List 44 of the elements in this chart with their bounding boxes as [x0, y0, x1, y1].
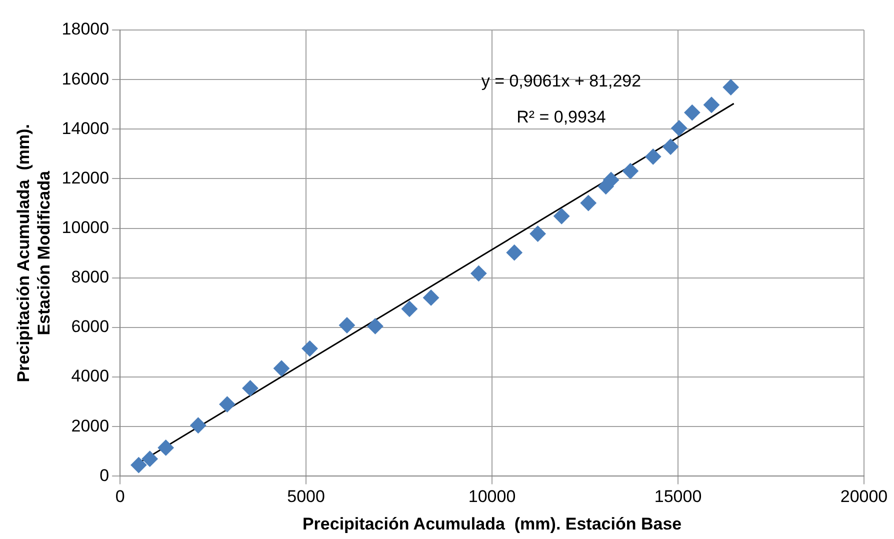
- point: [622, 163, 638, 180]
- y-tick-label: 6000: [71, 317, 110, 336]
- point: [242, 380, 258, 396]
- point: [684, 104, 700, 121]
- y-tick-label: 8000: [71, 268, 110, 287]
- point: [580, 195, 596, 212]
- point: [703, 96, 720, 113]
- point: [142, 450, 158, 467]
- point: [401, 300, 418, 317]
- x-tick-label: 20000: [840, 487, 888, 506]
- y-tick-label: 2000: [71, 416, 110, 436]
- point: [130, 457, 147, 474]
- point: [302, 340, 318, 357]
- x-tick-label: 0: [115, 487, 125, 506]
- x-tick-label: 10000: [468, 487, 516, 506]
- point: [506, 244, 522, 261]
- y-tick-label: 0: [100, 466, 110, 485]
- point: [554, 208, 570, 224]
- x-tick-label: 5000: [287, 487, 325, 506]
- y-tick-label: 14000: [62, 118, 110, 138]
- point: [158, 440, 174, 456]
- y-tick-label: 10000: [62, 218, 110, 237]
- point: [603, 172, 620, 188]
- y-tick-label: 18000: [62, 20, 110, 39]
- point: [367, 318, 384, 334]
- point: [530, 226, 546, 242]
- point: [671, 120, 688, 136]
- x-axis-title: Precipitación Acumulada (mm). Estación Base: [302, 514, 682, 534]
- y-tick-label: 12000: [62, 168, 110, 188]
- point: [338, 317, 355, 334]
- point: [470, 265, 487, 282]
- point: [274, 360, 290, 376]
- point: [190, 417, 206, 434]
- y-tick-label: 4000: [71, 366, 110, 386]
- point: [219, 396, 236, 412]
- x-tick-label: 15000: [654, 487, 702, 506]
- y-axis-title: Precipitación Acumulada (mm). Estación Modificada: [14, 124, 54, 382]
- annotation: R² = 0,9934: [516, 108, 606, 127]
- annotation: y = 0,9061x + 81,292: [481, 72, 642, 91]
- point: [722, 79, 739, 96]
- y-tick-label: 16000: [62, 69, 110, 88]
- point: [645, 148, 662, 165]
- point: [662, 138, 679, 155]
- point: [423, 290, 440, 306]
